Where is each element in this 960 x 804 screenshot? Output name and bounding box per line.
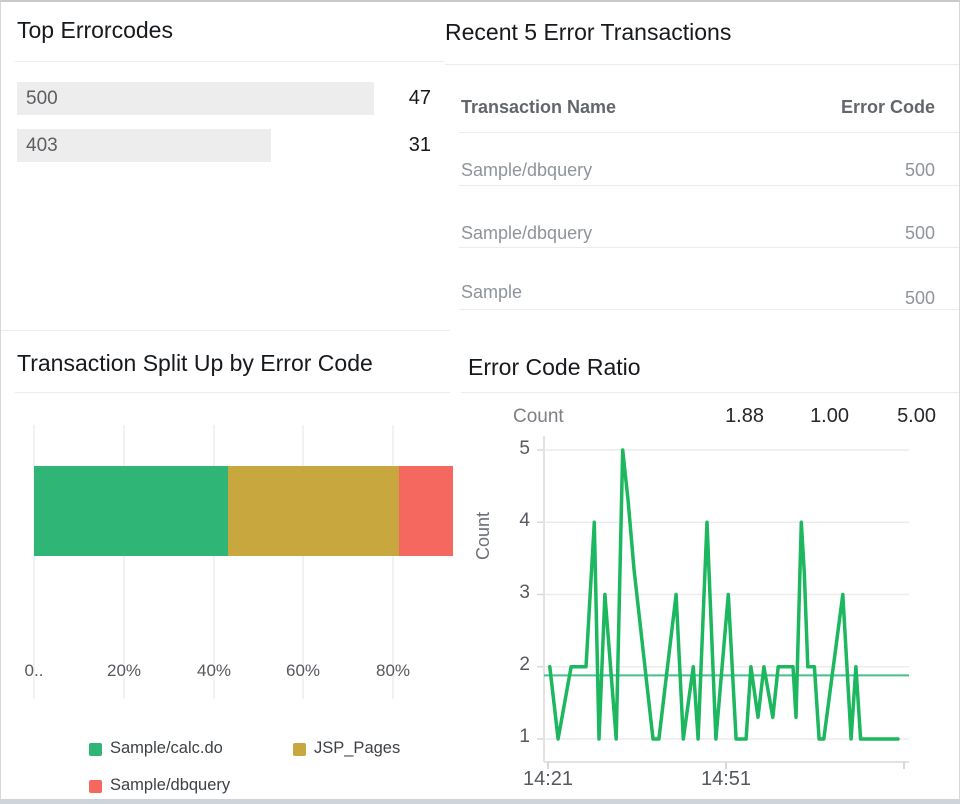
stack-segment (227, 466, 400, 556)
transaction-name[interactable]: Sample/dbquery (461, 223, 593, 243)
panel-title-error-ratio: Error Code Ratio (468, 354, 641, 380)
errorcode-row-403[interactable]: 403 31 (17, 129, 431, 162)
column-header-error-code: Error Code (840, 97, 935, 117)
stacked-bar (34, 466, 453, 556)
stacked-bar-chart (34, 466, 453, 556)
x-tick-time: 14:21 (522, 768, 574, 790)
errorcode-count: 47 (408, 87, 431, 109)
divider (459, 309, 959, 310)
errorcode-bar (17, 82, 374, 115)
gridline (302, 425, 304, 699)
panel-separator (1, 330, 450, 331)
error-code-value: 500 (904, 288, 935, 308)
x-tick: 20% (106, 661, 142, 680)
divider (15, 61, 444, 62)
divider (15, 392, 450, 393)
x-tick-time: 14:51 (700, 768, 752, 790)
column-header-transaction-name: Transaction Name (461, 97, 617, 117)
gridline (392, 425, 394, 699)
gridline (123, 425, 125, 699)
y-tick: 1 (519, 726, 530, 747)
stat-max-value: 5.00 (897, 405, 936, 427)
y-tick: 2 (519, 654, 530, 675)
legend-item-calc-do[interactable]: Sample/calc.do (110, 739, 223, 757)
gridline (33, 425, 35, 699)
gridline (213, 425, 215, 699)
x-tick: 40% (196, 661, 232, 680)
stat-series-label: Count (513, 406, 564, 427)
transaction-name[interactable]: Sample (461, 282, 523, 302)
error-ratio-line-chart (537, 436, 909, 769)
legend-swatch-calc-do (89, 743, 102, 756)
stack-segment (34, 466, 228, 556)
panel-title-split-up: Transaction Split Up by Error Code (17, 350, 373, 376)
stack-segment (399, 466, 453, 556)
count-series-line (548, 448, 900, 741)
error-code-value: 500 (904, 160, 935, 180)
divider (459, 132, 959, 133)
x-tick: 60% (285, 661, 321, 680)
legend-swatch-dbquery (89, 780, 102, 793)
divider (459, 185, 959, 186)
errorcode-row-500[interactable]: 500 47 (17, 82, 431, 115)
x-tick: 0.. (24, 661, 44, 680)
panel-title-recent-errors: Recent 5 Error Transactions (445, 19, 732, 45)
errorcode-label: 403 (26, 135, 58, 156)
legend-swatch-jsp-pages (293, 743, 306, 756)
legend-item-jsp-pages[interactable]: JSP_Pages (314, 739, 401, 757)
divider (445, 64, 959, 65)
y-tick: 5 (519, 438, 530, 459)
divider (459, 247, 959, 248)
divider (461, 392, 959, 393)
stat-avg-value: 1.88 (725, 405, 764, 427)
errorcode-count: 31 (408, 134, 431, 156)
errorcode-label: 500 (26, 88, 58, 109)
y-tick: 3 (519, 582, 530, 603)
panel-title-top-errorcodes: Top Errorcodes (17, 17, 173, 43)
x-tick: 80% (375, 661, 411, 680)
transaction-name[interactable]: Sample/dbquery (461, 160, 593, 180)
error-code-value: 500 (904, 223, 935, 243)
y-tick: 4 (519, 510, 530, 531)
errorcode-bar (17, 129, 271, 162)
stat-min-value: 1.00 (810, 405, 849, 427)
legend-item-dbquery[interactable]: Sample/dbquery (110, 776, 231, 794)
